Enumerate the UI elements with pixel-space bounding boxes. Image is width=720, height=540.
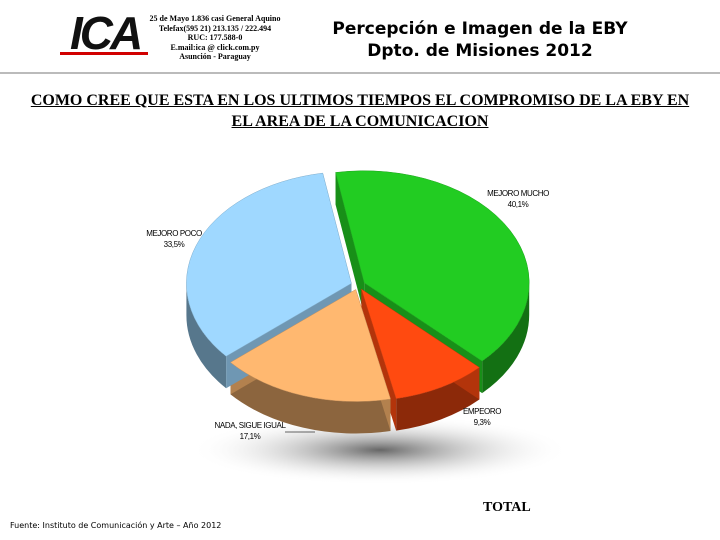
chart-title: COMO CREE QUE ESTA EN LOS ULTIMOS TIEMPO… bbox=[30, 92, 690, 130]
slice-side bbox=[482, 282, 530, 394]
slice bbox=[360, 288, 480, 399]
slice-side bbox=[186, 283, 227, 389]
slice-side bbox=[230, 362, 391, 434]
logo: ICA bbox=[70, 7, 143, 59]
slice-value: 17,1% bbox=[240, 432, 261, 441]
source: Fuente: Instituto de Comunicación y Arte… bbox=[10, 521, 222, 530]
header-title: Percepción e Imagen de la EBY bbox=[332, 19, 628, 39]
header-subtitle: Dpto. de Misiones 2012 bbox=[367, 41, 593, 61]
slice-label: MEJORO MUCHO bbox=[487, 189, 549, 198]
address-line: E.mail:ica @ click.com.py bbox=[170, 42, 260, 52]
slice-label: EMPEORO bbox=[463, 407, 501, 416]
slice-value: 40,1% bbox=[508, 200, 529, 209]
slice-label: MEJORO POCO bbox=[146, 229, 202, 238]
address-line: Telefax(595 21) 213.135 / 222.494 bbox=[158, 23, 272, 33]
shadow bbox=[190, 415, 570, 485]
slice bbox=[186, 172, 352, 357]
slice-value: 33,5% bbox=[164, 240, 185, 249]
caption: TOTAL bbox=[483, 500, 531, 515]
slice bbox=[230, 289, 391, 402]
address-line: RUC: 177.588-0 bbox=[187, 33, 243, 42]
slice bbox=[335, 170, 530, 362]
header-titles: Percepción e Imagen de la EBY Dpto. de M… bbox=[300, 18, 660, 62]
address-line: 25 de Mayo 1.836 casi General Aquino bbox=[149, 14, 281, 23]
slice-value: 9,3% bbox=[474, 418, 491, 427]
address: 25 de Mayo 1.836 casi General Aquino Tel… bbox=[145, 14, 285, 62]
header-rule bbox=[0, 72, 720, 74]
address-line: Asunción - Paraguay bbox=[179, 52, 251, 61]
logo-stripe bbox=[60, 52, 148, 55]
slice-wall bbox=[335, 172, 365, 315]
slice-label: NADA, SIGUE IGUAL bbox=[215, 421, 287, 430]
